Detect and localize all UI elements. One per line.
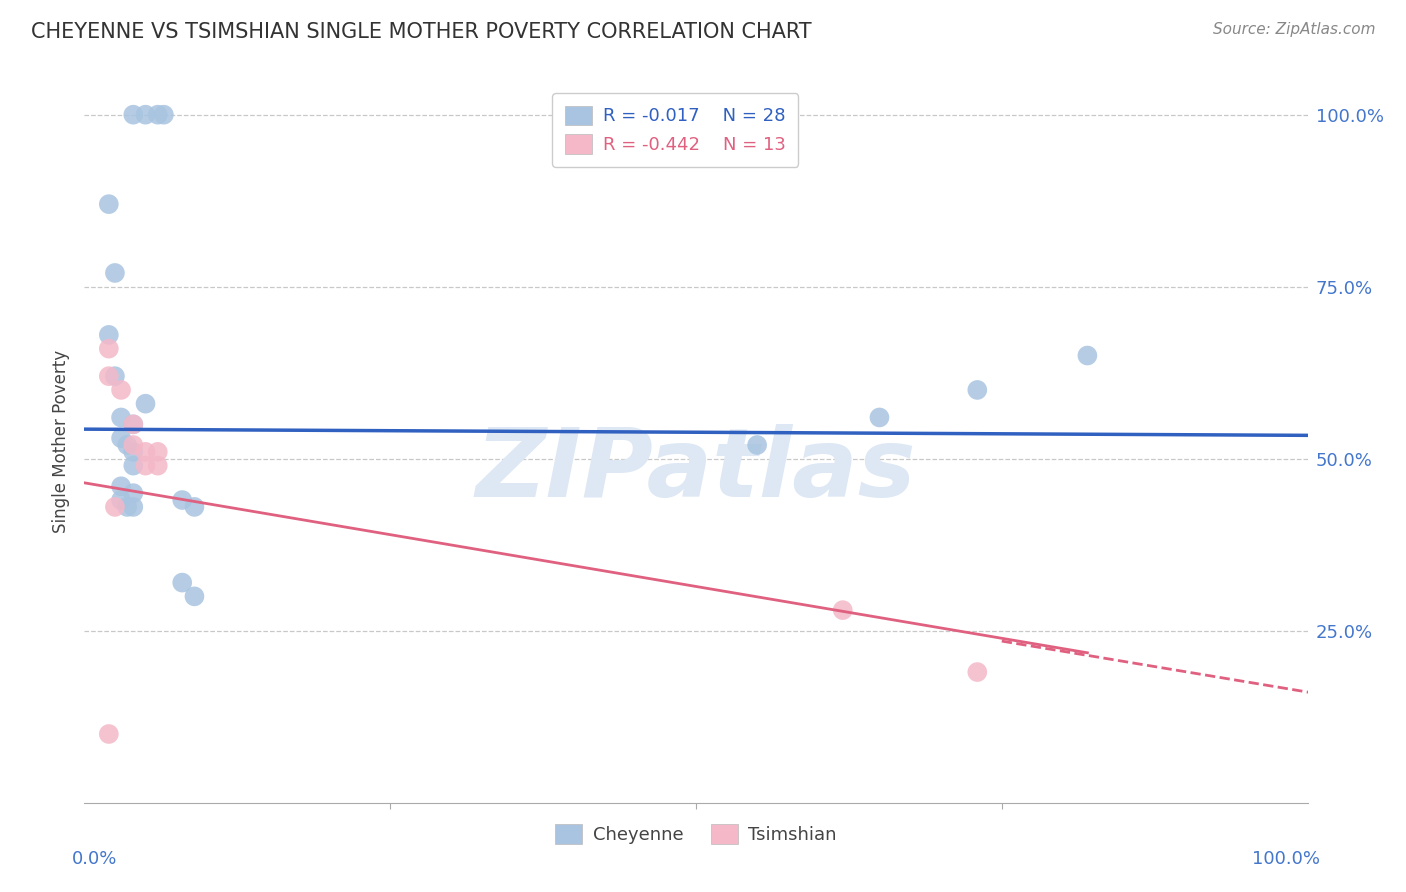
Point [115,500,138,514]
Point [97,369,120,384]
Point [747,438,769,452]
Point [122,500,145,514]
Point [831,603,853,617]
Point [153,108,176,122]
Text: ZIPatlas: ZIPatlas [475,424,917,517]
Point [122,108,145,122]
Point [110,493,132,508]
Point [122,445,145,459]
Text: CHEYENNE VS TSIMSHIAN SINGLE MOTHER POVERTY CORRELATION CHART: CHEYENNE VS TSIMSHIAN SINGLE MOTHER POVE… [31,22,811,42]
Point [104,266,127,280]
Point [110,410,132,425]
Point [172,493,194,508]
Point [1076,349,1098,363]
Point [104,500,127,514]
Point [110,431,132,445]
Point [97,727,120,741]
Point [110,479,132,493]
Point [146,445,169,459]
Text: 0.0%: 0.0% [72,850,118,868]
Point [104,369,127,384]
Point [135,458,157,473]
Point [122,417,145,432]
Point [172,575,194,590]
Text: 100.0%: 100.0% [1251,850,1320,868]
Point [122,417,145,432]
Y-axis label: Single Mother Poverty: Single Mother Poverty [52,350,70,533]
Point [135,445,157,459]
Point [97,342,120,356]
Point [869,410,891,425]
Point [183,500,205,514]
Point [122,438,145,452]
Point [135,108,157,122]
Point [146,108,169,122]
Point [146,458,169,473]
Point [97,197,120,211]
Point [115,438,138,452]
Point [966,665,988,679]
Point [122,486,145,500]
Point [110,383,132,397]
Point [122,458,145,473]
Legend: Cheyenne, Tsimshian: Cheyenne, Tsimshian [544,814,848,855]
Point [966,383,988,397]
Text: Source: ZipAtlas.com: Source: ZipAtlas.com [1212,22,1375,37]
Point [135,397,157,411]
Point [97,327,120,342]
Point [183,590,205,604]
